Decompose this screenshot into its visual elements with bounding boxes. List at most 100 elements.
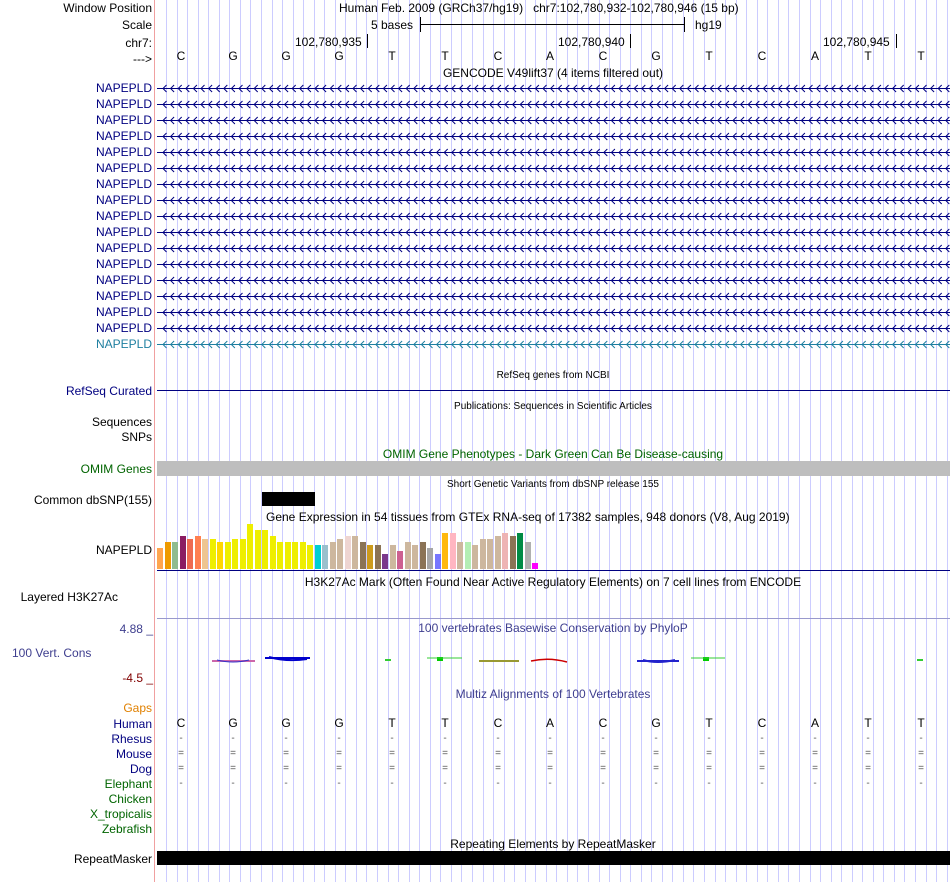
gene-track[interactable] [157,116,950,125]
gtex-bar[interactable] [292,542,298,569]
h3k27ac-label[interactable]: Layered H3K27Ac [20,590,118,604]
gene-label[interactable]: NAPEPLD [95,193,152,207]
gene-label[interactable]: NAPEPLD [95,305,152,319]
gtex-bar[interactable] [397,551,403,569]
omim-label[interactable]: OMIM Genes [80,462,152,476]
gtex-bar[interactable] [434,554,441,569]
gtex-bar[interactable] [427,548,433,569]
species-label[interactable]: Elephant [104,777,152,791]
gene-label[interactable]: NAPEPLD [95,145,152,159]
multiz-title[interactable]: Multiz Alignments of 100 Vertebrates [455,687,651,701]
gtex-bar[interactable] [352,536,358,569]
gtex-bar[interactable] [359,542,366,569]
gtex-bar[interactable] [307,545,313,569]
multiz-gaps-label[interactable]: Gaps [123,701,152,715]
gtex-bar[interactable] [389,545,396,569]
gtex-bar[interactable] [202,539,208,569]
gtex-bar[interactable] [472,545,478,569]
gene-label[interactable]: NAPEPLD [95,81,152,95]
gtex-bar[interactable] [157,548,163,569]
gtex-bar[interactable] [457,542,463,569]
gtex-bar[interactable] [209,539,216,569]
gtex-bar[interactable] [329,542,336,569]
gene-label[interactable]: NAPEPLD [95,177,152,191]
repeatmasker-title[interactable]: Repeating Elements by RepeatMasker [450,837,656,851]
species-label[interactable]: Rhesus [111,732,152,746]
phylop-title[interactable]: 100 vertebrates Basewise Conservation by… [418,621,688,635]
gtex-bar[interactable] [532,563,538,569]
gencode-title[interactable]: GENCODE V49lift37 (4 items filtered out) [442,66,664,80]
gene-label[interactable]: NAPEPLD [95,321,152,335]
gtex-bar[interactable] [232,539,238,569]
publications-snps-label[interactable]: SNPs [121,430,152,444]
gene-track[interactable] [157,180,950,189]
dbsnp-label[interactable]: Common dbSNP(155) [33,493,152,507]
gene-track[interactable] [157,276,950,285]
dbsnp-variant-block[interactable] [262,492,315,506]
gtex-bar[interactable] [337,539,343,569]
species-label[interactable]: Human [113,717,152,731]
gene-label[interactable]: NAPEPLD [95,337,152,351]
gene-label[interactable]: NAPEPLD [95,97,152,111]
gtex-bar[interactable] [239,539,246,569]
gtex-bar[interactable] [524,542,531,569]
refseq-title[interactable]: RefSeq genes from NCBI [496,370,610,381]
gtex-bar[interactable] [247,524,253,569]
gtex-bar[interactable] [479,539,486,569]
repeatmasker-block[interactable] [157,851,950,865]
gtex-bar[interactable] [299,542,306,569]
gtex-bar[interactable] [164,542,171,569]
gtex-bar[interactable] [404,542,411,569]
gtex-bar[interactable] [217,542,223,569]
gtex-bar[interactable] [194,536,201,569]
refseq-label[interactable]: RefSeq Curated [65,384,152,398]
gene-track[interactable] [157,212,950,221]
species-label[interactable]: Mouse [115,747,152,761]
gene-label[interactable]: NAPEPLD [95,289,152,303]
omim-title[interactable]: OMIM Gene Phenotypes - Dark Green Can Be… [382,447,724,461]
gene-label[interactable]: NAPEPLD [95,241,152,255]
gene-track[interactable] [157,132,950,141]
gene-track[interactable] [157,148,950,157]
gtex-bar[interactable] [172,542,178,569]
gtex-bar[interactable] [517,533,523,569]
species-label[interactable]: Chicken [108,792,152,806]
refseq-gene-line[interactable] [157,390,950,391]
gtex-bar[interactable] [344,536,351,569]
gtex-bar[interactable] [382,554,388,569]
gtex-bar[interactable] [487,539,493,569]
gtex-bar[interactable] [367,545,373,569]
gene-label[interactable]: NAPEPLD [95,225,152,239]
gtex-bar[interactable] [374,545,381,569]
gene-track[interactable] [157,228,950,237]
gtex-title[interactable]: Gene Expression in 54 tissues from GTEx … [266,510,790,524]
gtex-bar[interactable] [412,545,418,569]
species-label[interactable]: Dog [129,762,152,776]
gtex-bar[interactable] [322,545,328,569]
phylop-wiggle[interactable] [157,650,950,670]
gene-label[interactable]: NAPEPLD [95,129,152,143]
species-label[interactable]: Zebrafish [101,822,152,836]
gene-track[interactable] [157,324,950,333]
gene-track[interactable] [157,260,950,269]
species-label[interactable]: X_tropicalis [89,807,152,821]
gtex-bar[interactable] [449,533,456,569]
gene-track[interactable] [157,308,950,317]
gtex-bar[interactable] [419,542,426,569]
gene-track[interactable] [157,196,950,205]
gtex-bar[interactable] [269,536,276,569]
repeatmasker-label[interactable]: RepeatMasker [73,852,152,866]
gtex-bar[interactable] [464,542,471,569]
gtex-bar[interactable] [179,536,186,569]
h3k27ac-title[interactable]: H3K27Ac Mark (Often Found Near Active Re… [304,575,802,589]
gtex-bar[interactable] [442,533,448,569]
omim-phenotype-bar[interactable] [157,461,950,476]
gene-label[interactable]: NAPEPLD [95,209,152,223]
gtex-bar[interactable] [494,536,501,569]
gtex-bar[interactable] [502,533,508,569]
gene-track[interactable] [157,100,950,109]
gtex-bar[interactable] [277,542,283,569]
gene-track[interactable] [157,244,950,253]
gene-track[interactable] [157,340,950,349]
gtex-label[interactable]: NAPEPLD [95,543,152,557]
